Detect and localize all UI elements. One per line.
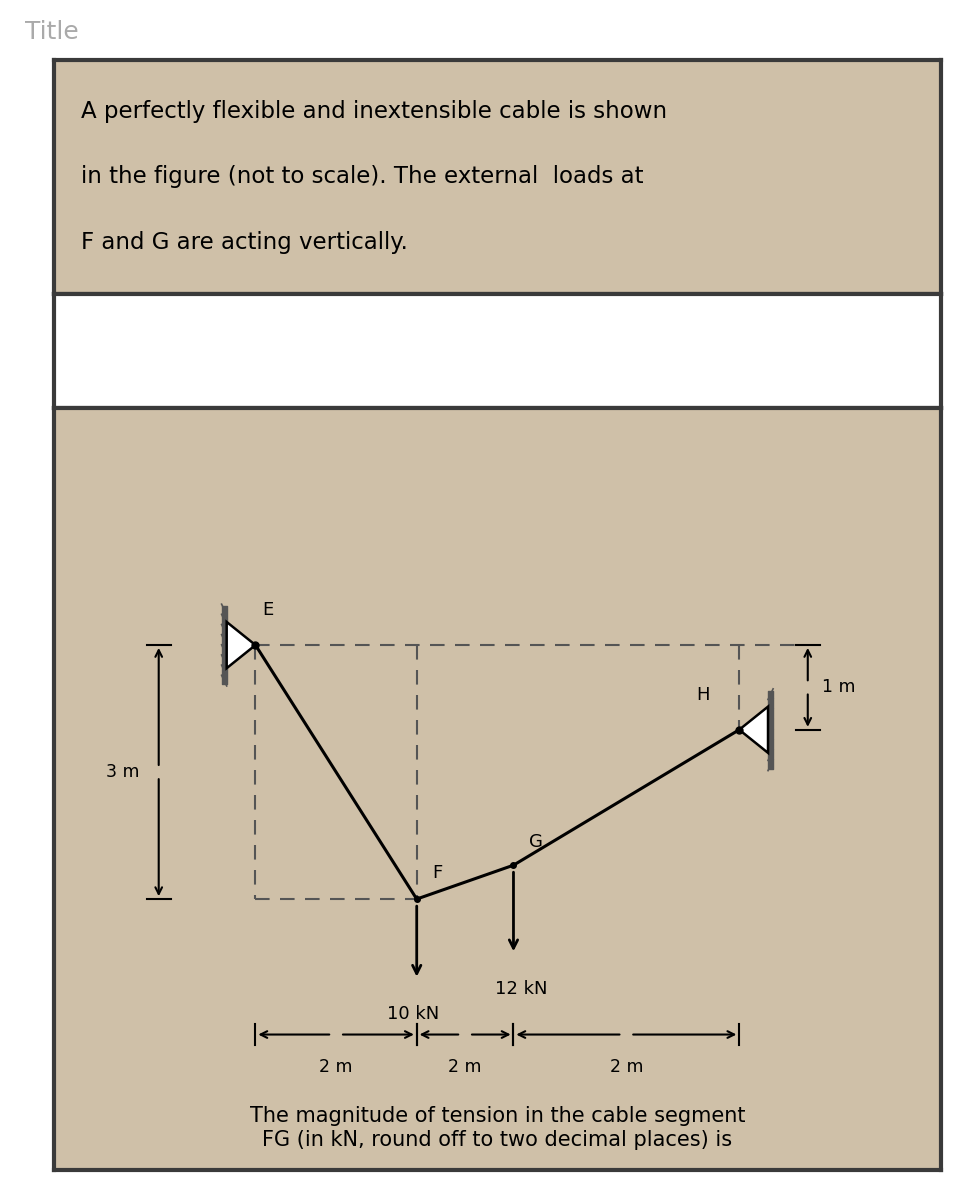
Polygon shape: [739, 707, 768, 752]
Text: E: E: [262, 601, 273, 619]
Text: 12 kN: 12 kN: [495, 979, 548, 997]
Text: 10 kN: 10 kN: [386, 1004, 439, 1022]
Text: F: F: [432, 864, 442, 882]
Text: G: G: [529, 833, 543, 851]
Text: F and G are acting vertically.: F and G are acting vertically.: [80, 232, 408, 254]
Text: 3 m: 3 m: [106, 763, 139, 781]
Text: A perfectly flexible and inextensible cable is shown: A perfectly flexible and inextensible ca…: [80, 100, 666, 122]
Text: The magnitude of tension in the cable segment
FG (in kN, round off to two decima: The magnitude of tension in the cable se…: [250, 1106, 745, 1150]
Text: 2 m: 2 m: [448, 1058, 482, 1076]
Text: Title: Title: [24, 20, 78, 44]
Text: in the figure (not to scale). The external  loads at: in the figure (not to scale). The extern…: [80, 166, 643, 188]
Text: 2 m: 2 m: [319, 1058, 353, 1076]
Text: H: H: [696, 686, 710, 704]
Polygon shape: [226, 622, 256, 668]
Text: 1 m: 1 m: [821, 678, 856, 696]
Text: 2 m: 2 m: [610, 1058, 643, 1076]
